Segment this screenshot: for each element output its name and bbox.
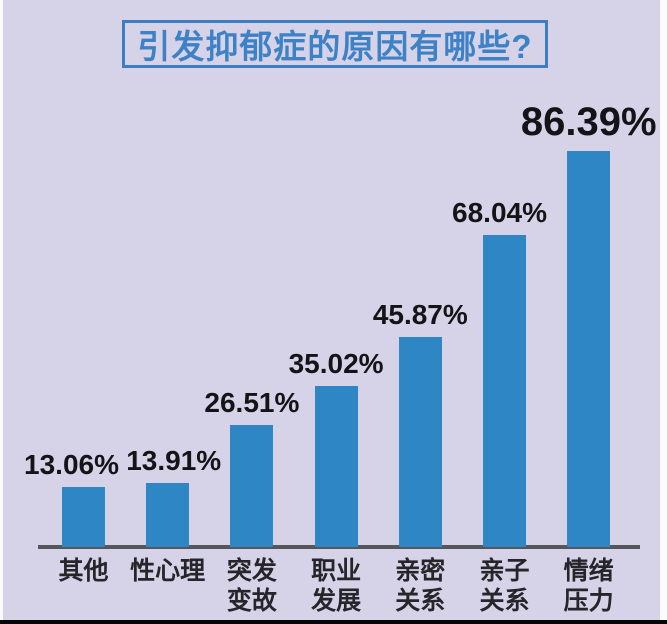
chart-title: 引发抑郁症的原因有哪些? (137, 28, 533, 65)
value-label-亲子关系: 68.04% (452, 197, 547, 228)
bar-亲子关系 (483, 235, 526, 547)
value-label-职业发展: 35.02% (288, 348, 384, 379)
value-label-突发变故: 26.51% (204, 387, 300, 418)
category-label-性心理: 性心理 (130, 557, 206, 585)
bottom-border-strip (0, 620, 667, 624)
value-label-亲密关系: 45.87% (372, 299, 468, 330)
bar-突发变故 (230, 425, 274, 547)
category-label-亲密关系: 亲密 关系 (395, 557, 446, 615)
category-label-情绪压力: 情绪 压力 (563, 557, 614, 615)
value-label-性心理: 13.91% (126, 445, 222, 476)
x-axis-line (38, 545, 640, 549)
value-label-情绪压力: 86.39% (520, 100, 657, 144)
bar-情绪压力 (567, 151, 611, 547)
category-label-突发变故: 突发 变故 (226, 557, 277, 615)
right-border-strip (660, 0, 667, 624)
left-border-strip (0, 0, 3, 624)
chart-title-box: 引发抑郁症的原因有哪些? (122, 20, 548, 68)
value-label-其他: 13.06% (24, 449, 119, 480)
bar-职业发展 (314, 386, 358, 547)
bar-性心理 (146, 483, 190, 547)
bar-亲密关系 (398, 337, 442, 547)
category-label-其他: 其他 (58, 557, 109, 585)
category-label-亲子关系: 亲子 关系 (479, 557, 530, 615)
category-label-职业发展: 职业 发展 (311, 557, 362, 615)
bar-其他 (62, 487, 105, 547)
